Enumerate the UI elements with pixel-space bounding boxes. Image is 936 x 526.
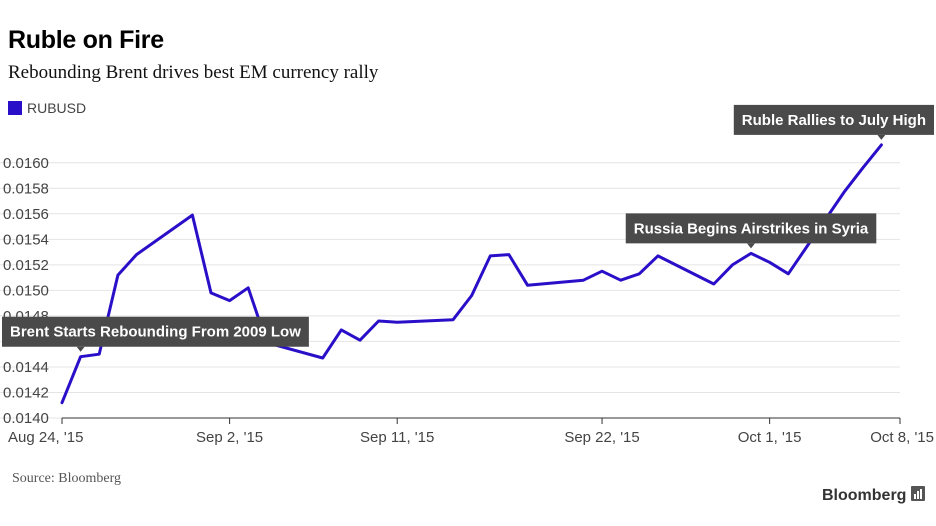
annotation-text: Brent Starts Rebounding From 2009 Low xyxy=(10,324,301,341)
chart-title: Ruble on Fire xyxy=(8,26,164,54)
source-note: Source: Bloomberg xyxy=(12,471,122,486)
annotation-callout: Brent Starts Rebounding From 2009 Low xyxy=(2,316,309,352)
bloomberg-chart-icon xyxy=(911,486,926,506)
y-tick-label: 0.0156 xyxy=(3,206,49,223)
brand-name: Bloomberg xyxy=(822,487,907,504)
annotation-box xyxy=(625,213,877,244)
y-tick-label: 0.0158 xyxy=(3,180,49,197)
annotation-box xyxy=(2,316,309,347)
annotation-pointer xyxy=(877,134,886,140)
annotation-text: Ruble Rallies to July High xyxy=(742,112,926,129)
x-tick-label: Oct 1, '15 xyxy=(738,429,802,446)
x-tick-label: Sep 22, '15 xyxy=(564,429,639,446)
y-tick-label: 0.0150 xyxy=(3,282,49,299)
brand-logo: Bloomberg xyxy=(822,486,926,506)
annotation-box xyxy=(733,104,934,135)
x-tick-label: Sep 11, '15 xyxy=(360,429,434,446)
annotation-pointer xyxy=(747,243,756,249)
y-tick-label: 0.0142 xyxy=(3,384,49,401)
x-tick-label: Sep 2, '15 xyxy=(196,429,263,446)
annotation-pointer xyxy=(76,346,85,352)
x-tick-label: Aug 24, '15 xyxy=(8,429,83,446)
chart-legend: RUBUSD xyxy=(8,100,86,116)
legend-label: RUBUSD xyxy=(27,100,87,116)
annotation-callout: Ruble Rallies to July High xyxy=(733,104,934,140)
y-tick-label: 0.0154 xyxy=(3,231,49,248)
y-tick-label: 0.0152 xyxy=(3,257,49,274)
y-tick-label: 0.0160 xyxy=(3,155,49,172)
series-line-rubusd xyxy=(60,143,883,405)
chart-subtitle: Rebounding Brent drives best EM currency… xyxy=(8,62,379,83)
annotation-callout: Russia Begins Airstrikes in Syria xyxy=(625,213,877,249)
line-chart: 0.01400.01420.01440.01460.01480.01500.01… xyxy=(0,104,934,446)
y-tick-label: 0.0144 xyxy=(3,359,49,376)
x-tick-label: Oct 8, '15 xyxy=(870,429,934,446)
y-tick-label: 0.0140 xyxy=(3,410,49,427)
annotation-text: Russia Begins Airstrikes in Syria xyxy=(634,220,869,237)
legend-swatch xyxy=(8,101,22,115)
